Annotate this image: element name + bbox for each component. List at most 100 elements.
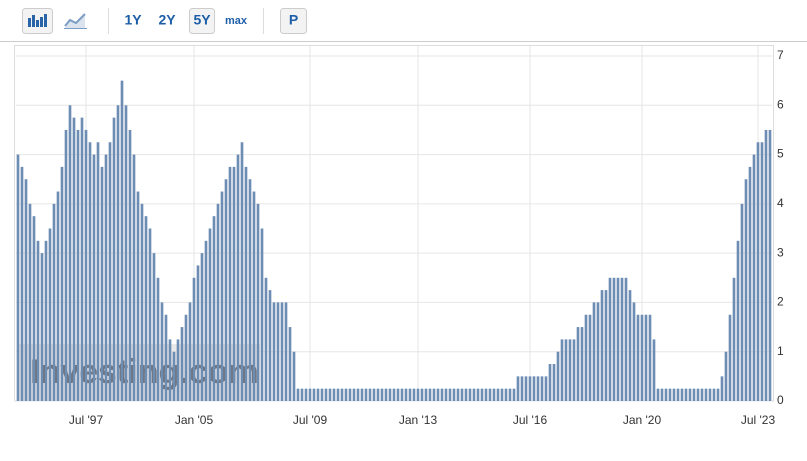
bar	[596, 302, 600, 401]
bar	[148, 228, 152, 401]
bar	[84, 129, 88, 401]
bar	[720, 376, 724, 401]
bar	[652, 339, 656, 401]
bar-chart-button[interactable]	[22, 8, 53, 34]
bar	[328, 388, 332, 401]
bar	[440, 388, 444, 401]
bar	[236, 154, 240, 401]
bar	[532, 376, 536, 401]
bar	[472, 388, 476, 401]
x-tick-label: Jan '13	[399, 413, 438, 427]
bar	[80, 117, 84, 401]
bar	[716, 388, 720, 401]
bar	[52, 203, 56, 401]
bar	[360, 388, 364, 401]
price-button[interactable]: P	[289, 12, 298, 28]
bar	[764, 129, 768, 401]
y-tick-label: 0	[777, 393, 784, 407]
bar	[196, 265, 200, 401]
bar	[388, 388, 392, 401]
bar	[184, 314, 188, 401]
bar	[488, 388, 492, 401]
bar	[732, 277, 736, 401]
bar	[104, 154, 108, 401]
bar	[292, 351, 296, 401]
bar	[180, 327, 184, 401]
bar	[112, 117, 116, 401]
y-tick-label: 1	[777, 344, 784, 358]
bar	[364, 388, 368, 401]
bar	[456, 388, 460, 401]
bar	[476, 388, 480, 401]
bar	[24, 179, 28, 401]
y-tick-label: 2	[777, 295, 784, 309]
bar	[632, 302, 636, 401]
bar	[516, 376, 520, 401]
bar	[760, 142, 764, 401]
bar	[628, 290, 632, 401]
bar	[376, 388, 380, 401]
bar	[372, 388, 376, 401]
bar	[460, 388, 464, 401]
bar	[504, 388, 508, 401]
bar	[332, 388, 336, 401]
bar	[572, 339, 576, 401]
bar	[228, 166, 232, 401]
bar	[592, 302, 596, 401]
bar	[404, 388, 408, 401]
bar	[380, 388, 384, 401]
y-tick-label: 7	[777, 48, 784, 62]
bar	[188, 302, 192, 401]
x-tick-label: Jul '09	[293, 413, 328, 427]
range-button[interactable]: 5Y	[193, 12, 211, 28]
bar	[300, 388, 304, 401]
range-button[interactable]: 2Y	[158, 12, 176, 28]
bar	[724, 351, 728, 401]
bar	[192, 277, 196, 401]
bar	[96, 142, 100, 401]
bar	[524, 376, 528, 401]
y-tick-label: 4	[777, 196, 784, 210]
bar	[344, 388, 348, 401]
selected-range-box	[189, 8, 215, 34]
bar	[540, 376, 544, 401]
bar	[352, 388, 356, 401]
bar	[16, 154, 20, 401]
bar	[312, 388, 316, 401]
bar	[644, 314, 648, 401]
bar	[160, 302, 164, 401]
bar	[320, 388, 324, 401]
line-chart-button[interactable]	[64, 13, 87, 29]
bar	[700, 388, 704, 401]
bar	[304, 388, 308, 401]
bar	[44, 240, 48, 401]
bar	[664, 388, 668, 401]
range-button[interactable]: max	[225, 15, 248, 27]
bar	[612, 277, 616, 401]
y-tick-label: 3	[777, 245, 784, 259]
bar	[536, 376, 540, 401]
bar	[512, 388, 516, 401]
bar	[748, 166, 752, 401]
bar	[60, 166, 64, 401]
bar	[232, 166, 236, 401]
bar	[40, 253, 44, 401]
bar	[108, 142, 112, 401]
bar	[260, 228, 264, 401]
bar	[600, 290, 604, 401]
bar	[36, 240, 40, 401]
bar	[220, 191, 224, 401]
bar	[648, 314, 652, 401]
bar	[528, 376, 532, 401]
bar	[68, 105, 72, 402]
range-button[interactable]: 1Y	[124, 12, 142, 28]
bar	[308, 388, 312, 401]
price-box	[280, 8, 307, 34]
bar	[620, 277, 624, 401]
bar	[120, 80, 124, 402]
bar	[204, 240, 208, 401]
bar	[668, 388, 672, 401]
bar	[172, 351, 176, 401]
bar	[336, 388, 340, 401]
